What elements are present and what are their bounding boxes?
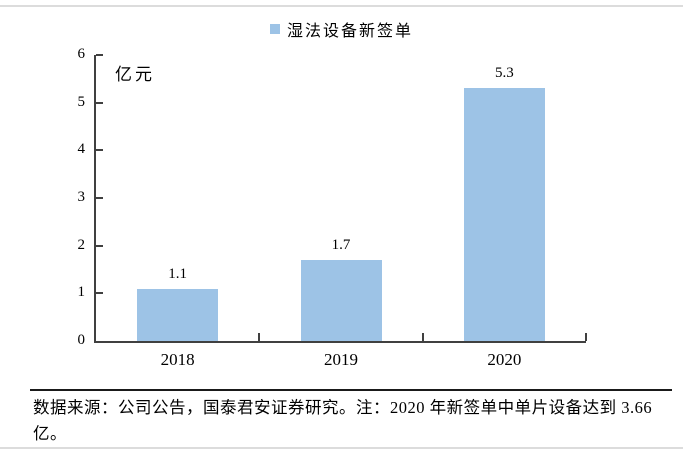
y-axis-tick (96, 197, 103, 199)
y-axis-line (94, 55, 96, 343)
bar (300, 259, 382, 341)
page-top-rule (0, 5, 683, 7)
y-axis-tick (96, 149, 103, 152)
y-tick-label: 5 (77, 93, 86, 110)
bar-value-label: 1.1 (168, 265, 188, 282)
y-axis-tick (96, 54, 103, 56)
x-axis-boundary-tick (585, 333, 587, 341)
x-axis-line (94, 341, 586, 343)
y-tick-label: 3 (77, 189, 86, 205)
footer-divider (30, 389, 672, 391)
legend-square-icon (269, 24, 280, 34)
y-axis-unit-label: 亿元 (115, 65, 155, 84)
y-tick-label: 6 (77, 46, 86, 62)
y-axis-tick (96, 101, 103, 104)
x-tick-label: 2018 (160, 350, 195, 369)
page-bottom-rule (0, 447, 683, 449)
y-tick-label: 2 (77, 236, 86, 253)
y-tick-label: 4 (77, 141, 86, 158)
y-tick-label: 0 (77, 332, 86, 348)
x-tick-label: 2019 (324, 350, 358, 369)
source-note-text: 数据来源：公司公告，国泰君安证券研究。注：2020 年新签单中单片设备达到 3.… (33, 398, 653, 443)
x-tick-label: 2020 (487, 350, 522, 369)
chart-legend: 湿法设备新签单 (0, 17, 683, 41)
x-axis-boundary-tick (421, 333, 424, 341)
x-axis-boundary-tick (258, 333, 261, 341)
bar (137, 288, 219, 341)
bar-value-label: 5.3 (494, 65, 514, 82)
bar-chart: 亿元 0 1 2 3 4 5 6 1.1 2018 1.7 2019 5.3 2020 (77, 46, 587, 369)
y-axis-tick (96, 244, 103, 247)
y-axis-tick (96, 292, 103, 295)
legend-label: 湿法设备新签单 (286, 23, 413, 40)
bar-value-label: 1.7 (331, 236, 351, 253)
y-tick-label: 1 (77, 284, 86, 301)
bar (463, 88, 545, 341)
